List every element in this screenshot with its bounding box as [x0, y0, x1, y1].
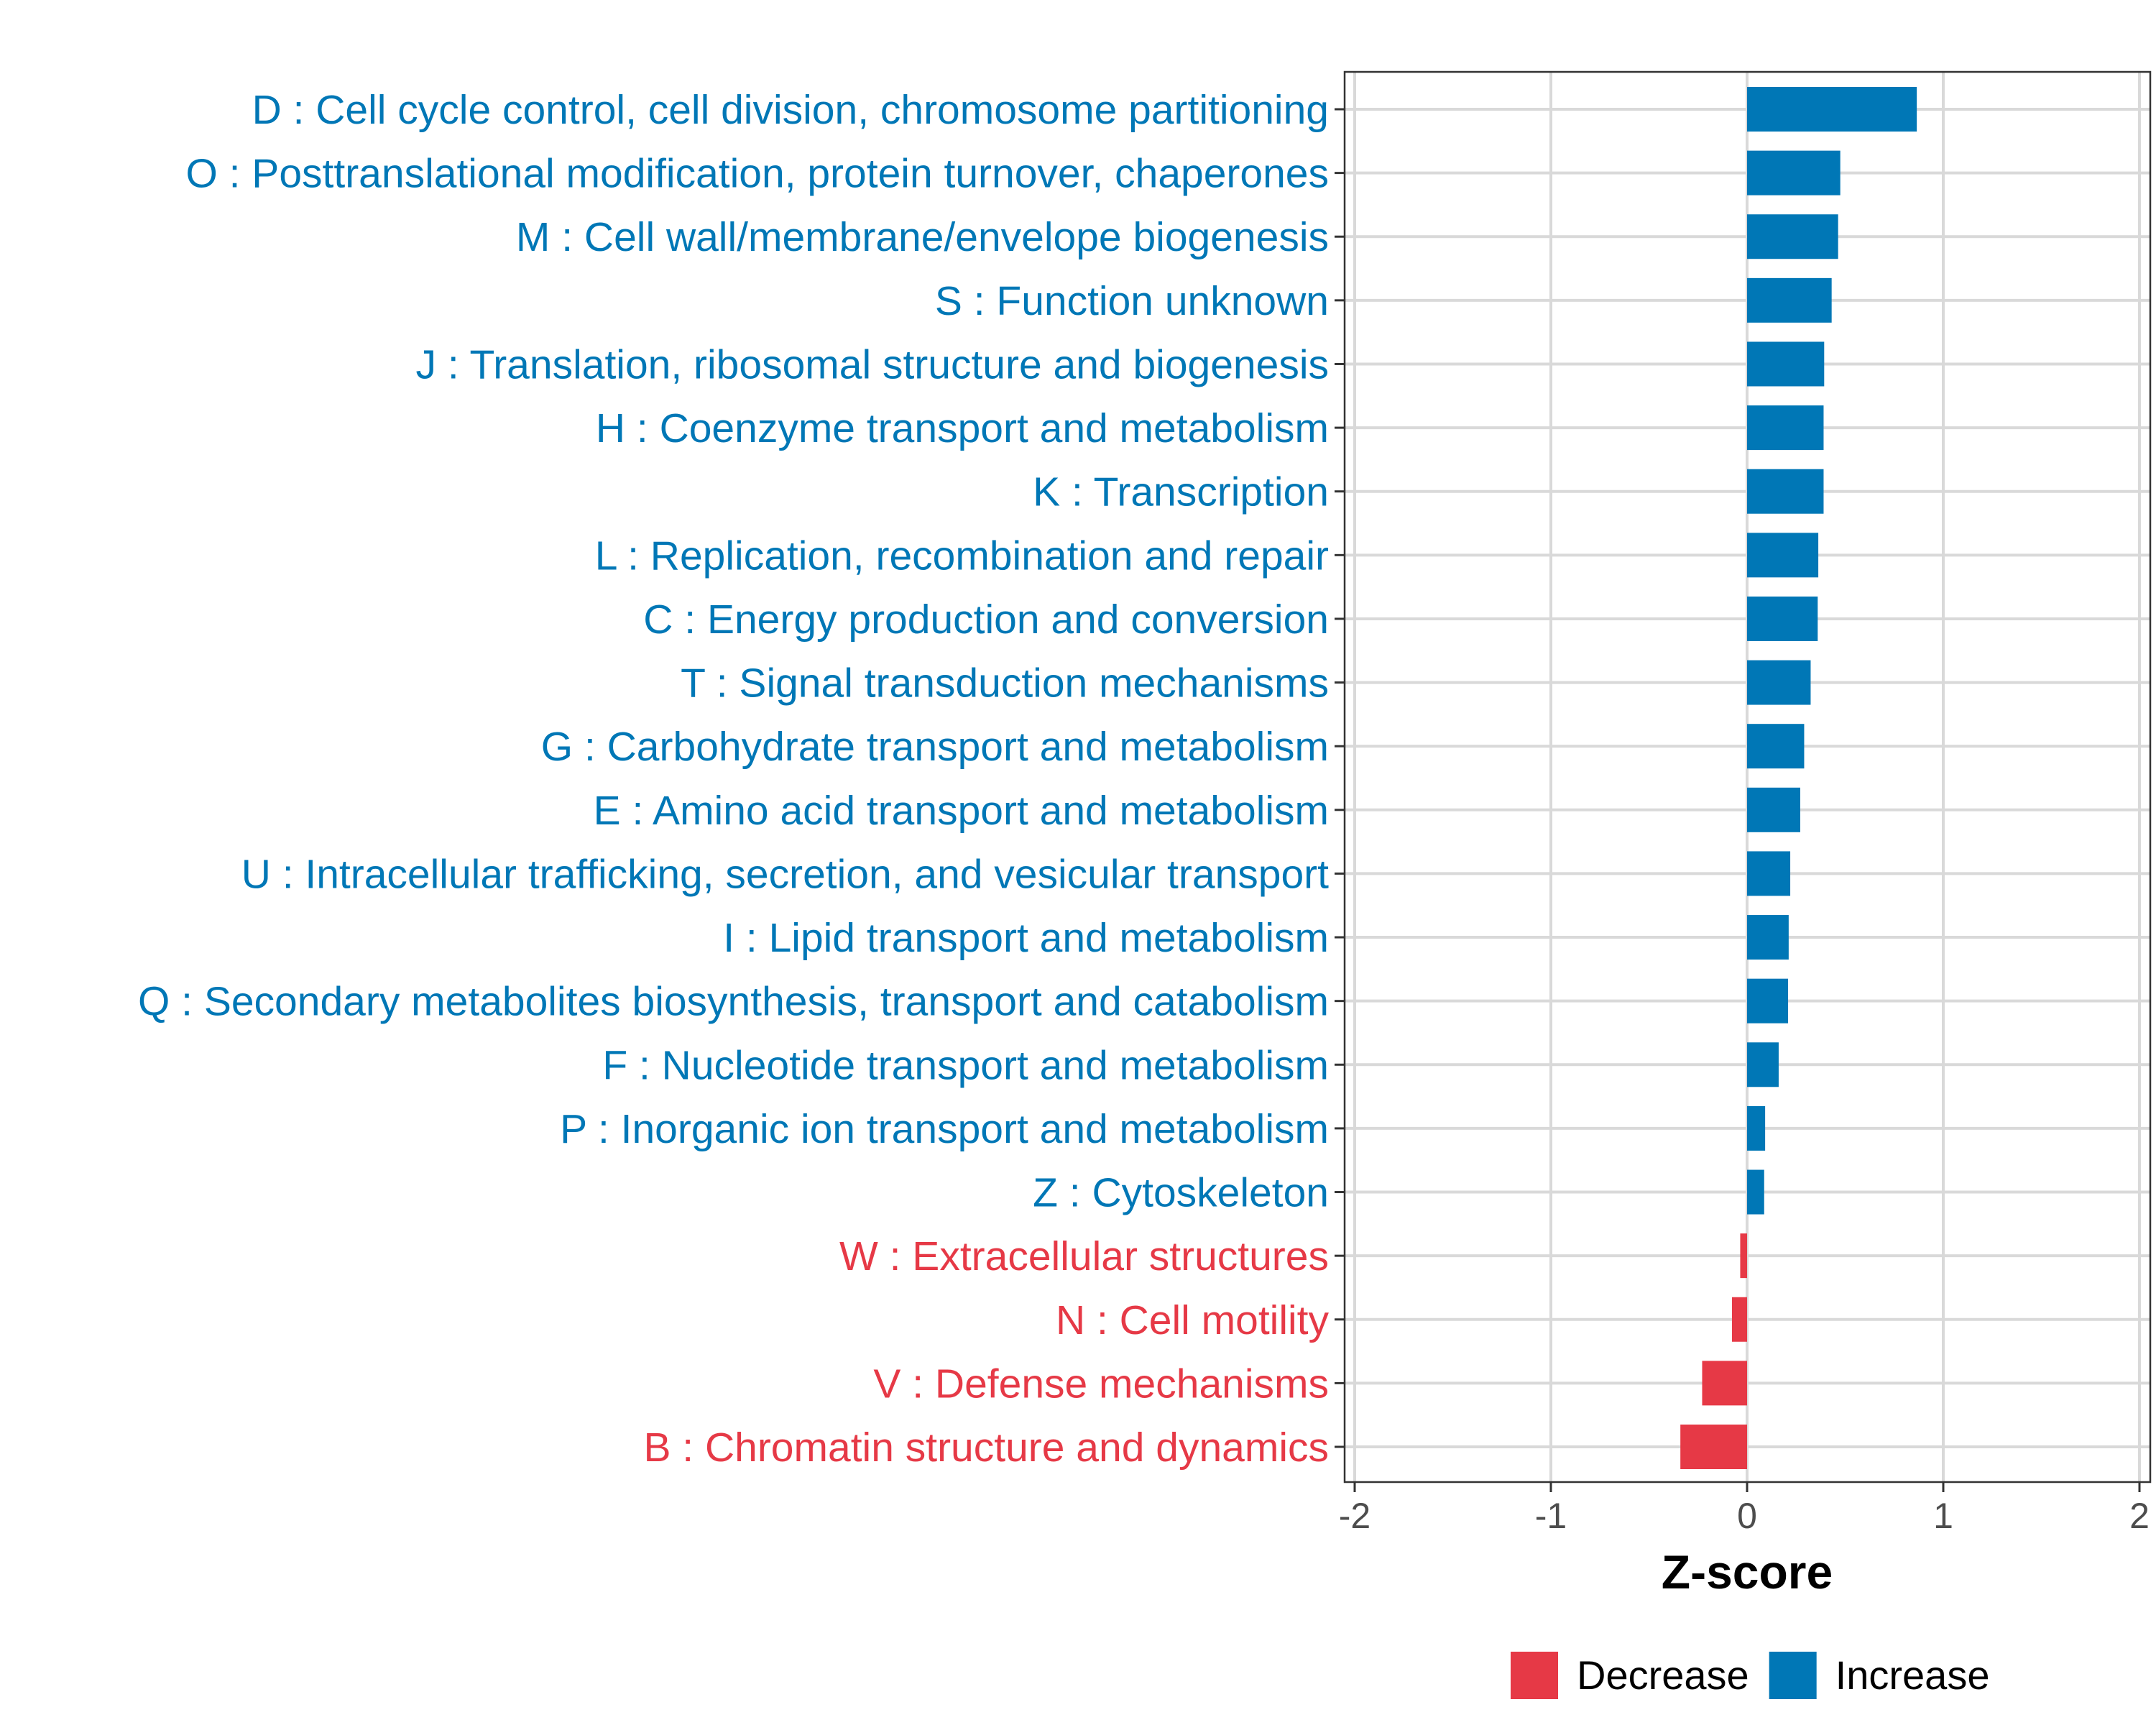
category-label: E : Amino acid transport and metabolism: [594, 788, 1329, 834]
bar: [1747, 214, 1838, 259]
category-label: U : Intracellular trafficking, secretion…: [241, 851, 1329, 897]
bar: [1747, 87, 1917, 132]
bar: [1747, 277, 1832, 323]
bars: [1680, 87, 1917, 1469]
bar: [1747, 596, 1818, 641]
bar: [1747, 1042, 1779, 1087]
category-label: I : Lipid transport and metabolism: [723, 915, 1329, 961]
x-tick-label: -2: [1339, 1496, 1370, 1536]
category-label: O : Posttranslational modification, prot…: [185, 151, 1329, 197]
x-axis-ticks: -2 -1 0 1 2: [1339, 1482, 2150, 1536]
category-label: G : Carbohydrate transport and metabolis…: [541, 724, 1329, 770]
legend-swatch: [1769, 1652, 1817, 1699]
legend-label: Increase: [1835, 1652, 1990, 1698]
bar: [1747, 915, 1789, 960]
bar: [1731, 1297, 1747, 1342]
category-label: K : Transcription: [1033, 469, 1329, 515]
category-label: L : Replication, recombination and repai…: [595, 533, 1329, 579]
category-label: Z : Cytoskeleton: [1033, 1170, 1329, 1216]
x-tick-label: 2: [2129, 1496, 2150, 1536]
category-label: T : Signal transduction mechanisms: [681, 661, 1329, 707]
bar: [1747, 1169, 1764, 1215]
category-label: J : Translation, ribosomal structure and…: [416, 341, 1329, 387]
category-label: S : Function unknown: [935, 278, 1329, 324]
legend-label: Decrease: [1577, 1652, 1749, 1698]
category-label: M : Cell wall/membrane/envelope biogenes…: [516, 214, 1329, 260]
category-label: C : Energy production and conversion: [643, 597, 1329, 643]
category-label: W : Extracellular structures: [839, 1233, 1329, 1279]
bar: [1747, 724, 1805, 769]
category-label: Q : Secondary metabolites biosynthesis, …: [138, 979, 1329, 1025]
x-tick-label: 1: [1933, 1496, 1953, 1536]
legend: Decrease Increase: [1511, 1652, 1989, 1699]
bar: [1747, 1105, 1766, 1151]
bar: [1747, 978, 1789, 1024]
bar: [1747, 341, 1825, 387]
category-label: F : Nucleotide transport and metabolism: [602, 1042, 1329, 1088]
category-label: B : Chromatin structure and dynamics: [643, 1425, 1329, 1471]
bar: [1747, 851, 1791, 896]
category-label: V : Defense mechanisms: [873, 1361, 1329, 1407]
bar: [1747, 787, 1800, 832]
x-axis-title: Z-score: [1662, 1545, 1833, 1598]
category-label: D : Cell cycle control, cell division, c…: [252, 87, 1329, 133]
category-label: H : Coenzyme transport and metabolism: [596, 405, 1329, 451]
category-labels: D : Cell cycle control, cell division, c…: [138, 87, 1345, 1471]
category-label: P : Inorganic ion transport and metaboli…: [560, 1106, 1329, 1152]
legend-swatch: [1511, 1652, 1558, 1699]
bar: [1747, 533, 1819, 578]
x-tick-label: -1: [1535, 1496, 1567, 1536]
category-label: N : Cell motility: [1056, 1297, 1330, 1343]
bar: [1747, 469, 1824, 514]
bar: [1680, 1425, 1747, 1469]
bar: [1747, 660, 1811, 705]
x-tick-label: 0: [1737, 1496, 1757, 1536]
bar: [1702, 1361, 1747, 1406]
bar: [1747, 150, 1841, 196]
bar: [1740, 1233, 1747, 1279]
bar: [1747, 405, 1824, 451]
